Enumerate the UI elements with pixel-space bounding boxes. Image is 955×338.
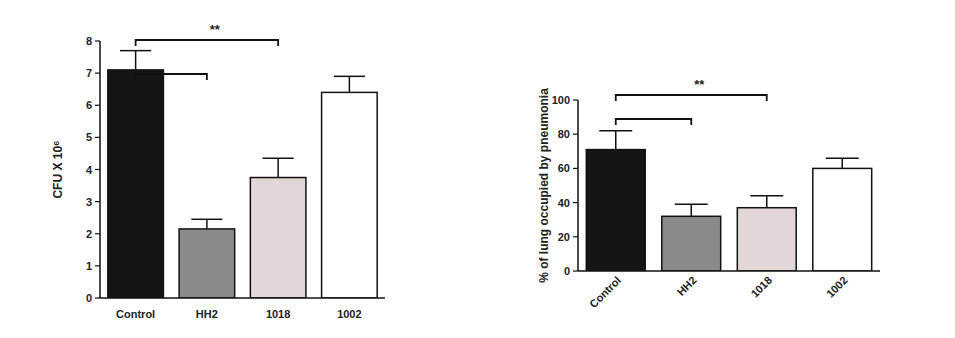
x-tick-label: HH2 [196, 308, 218, 320]
x-tick-label: 1018 [266, 308, 290, 320]
panel: 0 20 40 60 80 100 Control HH2 1018 1002 % of lung … [537, 77, 880, 310]
y-axis [577, 100, 579, 271]
error-bar [842, 158, 844, 168]
x-tick-label: 1002 [824, 274, 850, 300]
y-tick [573, 99, 578, 100]
y-tick-label: 0 [564, 265, 570, 277]
x-tick-label: 1018 [748, 274, 774, 300]
y-tick [95, 40, 100, 41]
y-tick-label: 40 [558, 197, 570, 209]
error-cap [334, 76, 365, 78]
y-tick [95, 169, 100, 170]
significance-label: ** [210, 22, 221, 37]
y-tick-label: 80 [558, 128, 570, 140]
error-bar [349, 76, 351, 92]
y-tick-label: 3 [86, 196, 92, 208]
x-axis [578, 270, 880, 272]
significance-bracket [136, 74, 207, 80]
error-cap [191, 219, 222, 221]
significance-label: ** [694, 77, 705, 92]
y-tick [95, 73, 100, 74]
x-tick-label: HH2 [675, 274, 699, 298]
error-cap [750, 195, 783, 197]
bar [179, 229, 235, 298]
x-axis [100, 297, 385, 299]
panel: 0 1 2 3 4 5 6 7 8 Control HH2 1018 1002 CFU X 10⁶ ** [51, 22, 385, 320]
y-tick-label: 7 [86, 67, 92, 79]
error-cap [675, 204, 708, 206]
error-bar [691, 204, 693, 216]
y-tick-label: 100 [552, 94, 570, 106]
error-cap [599, 130, 632, 132]
y-axis-label: % of lung occupied by pneumonia [537, 88, 551, 283]
bar [108, 70, 164, 298]
y-tick-label: 20 [558, 231, 570, 243]
y-tick-label: 5 [86, 131, 92, 143]
y-tick [573, 134, 578, 135]
x-tick-label: Control [587, 274, 623, 310]
y-tick-label: 8 [86, 35, 92, 47]
bar [662, 216, 721, 271]
error-cap [826, 157, 859, 159]
bar [250, 178, 306, 298]
y-axis-label: CFU X 10⁶ [51, 140, 65, 198]
y-tick-label: 4 [86, 164, 93, 176]
y-tick [573, 168, 578, 169]
error-bar [206, 219, 208, 229]
error-bar [135, 51, 137, 70]
y-tick [95, 201, 100, 202]
bar [813, 168, 872, 271]
significance-bracket [136, 40, 279, 46]
y-tick [573, 236, 578, 237]
y-tick-label: 2 [86, 228, 92, 240]
x-tick-label: 1002 [337, 308, 361, 320]
y-tick [95, 105, 100, 106]
y-tick-label: 6 [86, 99, 92, 111]
y-tick-label: 1 [86, 260, 92, 272]
error-cap [120, 50, 151, 52]
bar [737, 208, 796, 271]
significance-bracket [616, 119, 692, 125]
x-tick-label: Control [116, 308, 155, 320]
error-bar [766, 196, 768, 208]
y-tick [95, 265, 100, 266]
y-tick-label: 60 [558, 162, 570, 174]
y-tick [95, 137, 100, 138]
y-tick [95, 297, 100, 298]
error-bar [277, 158, 279, 177]
error-cap [263, 158, 294, 160]
significance-bracket [616, 95, 767, 101]
error-bar [615, 131, 617, 150]
y-tick-label: 0 [86, 292, 92, 304]
y-tick [573, 202, 578, 203]
y-tick [95, 233, 100, 234]
bar [322, 92, 378, 298]
marks [586, 131, 871, 271]
figure: 0 1 2 3 4 5 6 7 8 Control HH2 1018 1002 CFU X 10⁶ ** 0 2… [0, 0, 955, 338]
bar [586, 150, 645, 271]
y-tick [573, 270, 578, 271]
marks [108, 51, 377, 298]
